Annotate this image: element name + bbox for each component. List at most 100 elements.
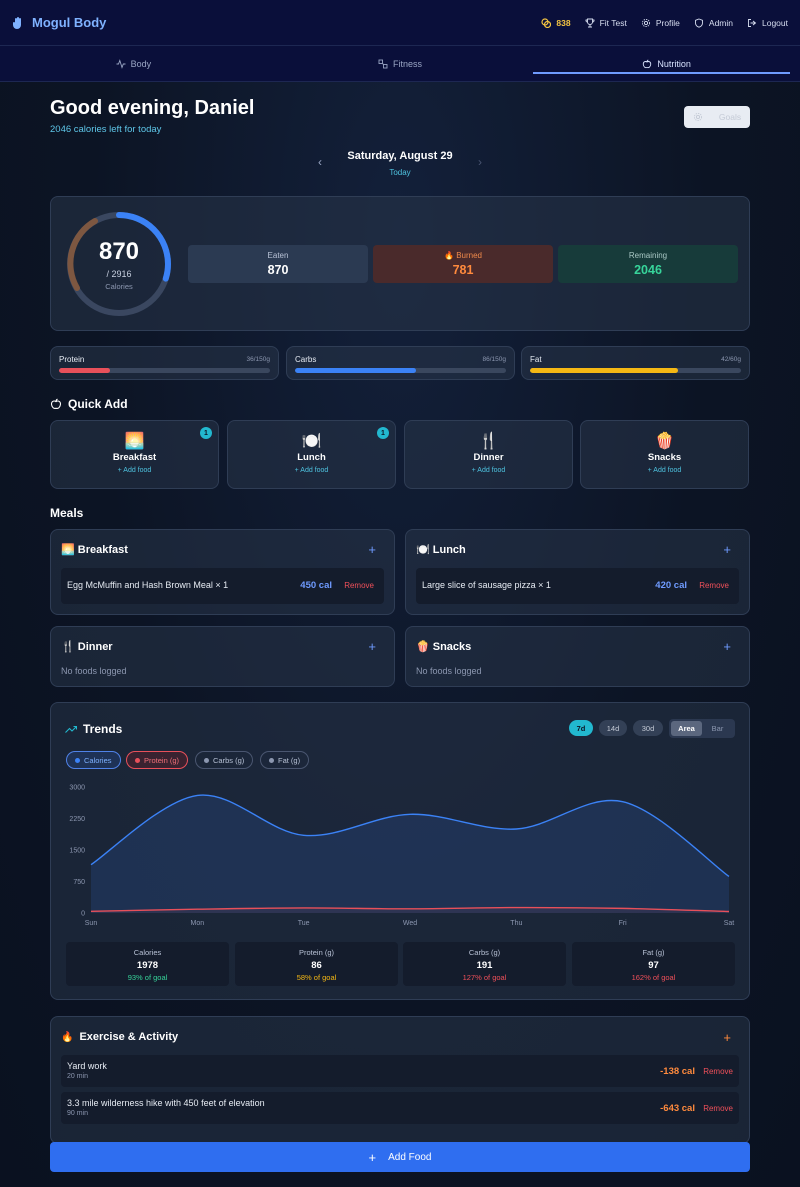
quick-add-snacks[interactable]: 🍿 Snacks + Add food <box>580 420 749 489</box>
brand[interactable]: Mogul Body <box>12 15 106 30</box>
admin-link[interactable]: Admin <box>694 18 733 28</box>
summary-goal: 58% of goal <box>296 973 337 982</box>
popcorn-icon: 🍿 <box>654 433 675 450</box>
x-tick-label: Tue <box>298 920 310 927</box>
series-line-protein-g- <box>90 906 730 913</box>
legend-carbs-toggle[interactable]: Carbs (g) <box>195 751 254 769</box>
trends-card: Trends 7d 14d 30d Area Bar Calories Prot… <box>50 702 750 1000</box>
legend-fat-toggle[interactable]: Fat (g) <box>260 751 310 769</box>
dumbbell-icon <box>378 59 388 68</box>
prev-day-button[interactable]: ‹ <box>318 155 322 169</box>
add-meal-item-button[interactable]: + <box>368 542 376 557</box>
fork-knife-icon: 🍴 <box>478 433 499 450</box>
y-tick-label: 2250 <box>69 816 85 823</box>
calories-eaten-big: 870 <box>98 238 140 265</box>
tab-nutrition-label: Nutrition <box>657 58 691 69</box>
add-food-link[interactable]: + Add food <box>117 467 152 474</box>
gear-icon <box>693 112 702 122</box>
remove-food-button[interactable]: Remove <box>344 581 374 590</box>
flame-icon: 🔥 <box>61 1031 74 1043</box>
chart-mode-toggle: Area Bar <box>669 719 735 738</box>
food-calories: 450 cal <box>300 580 332 591</box>
summary-goal: 93% of goal <box>127 973 168 982</box>
macro-amount: 42/60g <box>721 356 741 363</box>
trends-title: Trends <box>65 722 122 736</box>
food-name: Large slice of sausage pizza × 1 <box>422 580 551 590</box>
add-food-link[interactable]: + Add food <box>471 467 506 474</box>
remove-exercise-button[interactable]: Remove <box>703 1067 733 1076</box>
coins-button[interactable]: 838 <box>541 17 571 28</box>
fit-test-link[interactable]: Fit Test <box>585 18 627 28</box>
exercise-row: Yard work 20 min -138 cal Remove <box>61 1055 739 1087</box>
summary-goal: 127% of goal <box>462 973 507 982</box>
x-tick-label: Mon <box>191 920 205 927</box>
remove-food-button[interactable]: Remove <box>699 581 729 590</box>
quick-add-breakfast[interactable]: 1 🌅 Breakfast + Add food <box>50 420 219 489</box>
burned-label: Burned <box>456 251 482 260</box>
meal-title: 🍽️ Lunch <box>416 544 466 556</box>
tab-nutrition[interactable]: Nutrition <box>533 46 800 81</box>
empty-meal-text: No foods logged <box>61 666 127 676</box>
legend-label: Fat (g) <box>278 755 301 765</box>
calories-unit-label: Calories <box>105 282 133 291</box>
remaining-label: Remaining <box>628 251 668 260</box>
add-meal-item-button[interactable]: + <box>723 542 731 557</box>
profile-link[interactable]: Profile <box>641 18 680 28</box>
quick-add-lunch[interactable]: 1 🍽️ Lunch + Add food <box>227 420 396 489</box>
meal-card-lunch: 🍽️ Lunch + Large slice of sausage pizza … <box>405 529 750 615</box>
mode-area-button[interactable]: Area <box>671 721 702 736</box>
logout-link[interactable]: Logout <box>747 18 788 28</box>
x-tick-label: Fri <box>619 920 628 927</box>
trends-chart: 0 750 1500 2250 3000 Sun Mon Tue Wed Thu Fri Sat <box>69 785 734 928</box>
exercise-calories: -138 cal <box>660 1066 695 1077</box>
count-badge: 1 <box>200 427 212 439</box>
add-meal-item-button[interactable]: + <box>723 639 731 654</box>
shield-icon <box>694 18 703 28</box>
y-tick-label: 3000 <box>69 785 85 792</box>
goals-button[interactable]: Goals <box>684 106 750 128</box>
food-row: Large slice of sausage pizza × 1 420 cal… <box>416 568 739 604</box>
add-food-label: Add Food <box>388 1151 432 1163</box>
summary-value: 97 <box>648 960 659 971</box>
tab-fitness[interactable]: Fitness <box>267 46 534 81</box>
range-7d-button[interactable]: 7d <box>569 720 593 736</box>
legend-protein-toggle[interactable]: Protein (g) <box>126 751 189 769</box>
goals-label: Goals <box>718 112 742 122</box>
next-day-button[interactable]: › <box>478 155 482 169</box>
summary-value: 191 <box>476 960 493 971</box>
add-food-link[interactable]: + Add food <box>647 467 682 474</box>
series-line-calories <box>90 794 730 878</box>
range-14d-button[interactable]: 14d <box>599 720 627 736</box>
exercise-label: Exercise & Activity <box>79 1031 179 1043</box>
quick-add-name: Snacks <box>647 452 682 463</box>
add-meal-item-button[interactable]: + <box>368 639 376 654</box>
tab-body-label: Body <box>130 58 152 69</box>
meal-card-dinner: 🍴 Dinner + No foods logged <box>50 626 395 687</box>
add-exercise-button[interactable]: + <box>723 1030 731 1045</box>
macro-protein: Protein 36/150g <box>50 346 279 380</box>
apple-icon <box>643 59 652 68</box>
summary-value: 86 <box>311 960 322 971</box>
exercise-duration: 90 min <box>67 1110 89 1117</box>
mode-bar-button[interactable]: Bar <box>711 724 724 733</box>
top-bar: Mogul Body 838 Fit Test Profile Admin Lo… <box>0 0 800 46</box>
add-food-link[interactable]: + Add food <box>294 467 329 474</box>
today-link[interactable]: Today <box>389 168 411 177</box>
summary-value: 1978 <box>136 960 159 971</box>
summary-calories: Calories 1978 93% of goal <box>66 942 229 986</box>
legend-calories-toggle[interactable]: Calories <box>66 751 121 769</box>
quick-add-dinner[interactable]: 🍴 Dinner + Add food <box>404 420 573 489</box>
range-30d-button[interactable]: 30d <box>633 720 663 736</box>
activity-icon <box>116 58 126 69</box>
coins-icon <box>541 17 552 28</box>
current-date: Saturday, August 29 <box>347 150 453 162</box>
y-tick-label: 750 <box>73 879 85 886</box>
calorie-summary-card: 870 / 2916 Calories Eaten 870 🔥 Burned 7… <box>50 196 750 331</box>
macro-name: Fat <box>530 355 542 364</box>
tab-body[interactable]: Body <box>0 46 267 81</box>
fit-test-label: Fit Test <box>599 17 627 28</box>
add-food-button[interactable]: + Add Food <box>50 1142 750 1172</box>
macro-bar <box>530 368 741 373</box>
remove-exercise-button[interactable]: Remove <box>703 1104 733 1113</box>
calorie-ring <box>67 212 171 316</box>
